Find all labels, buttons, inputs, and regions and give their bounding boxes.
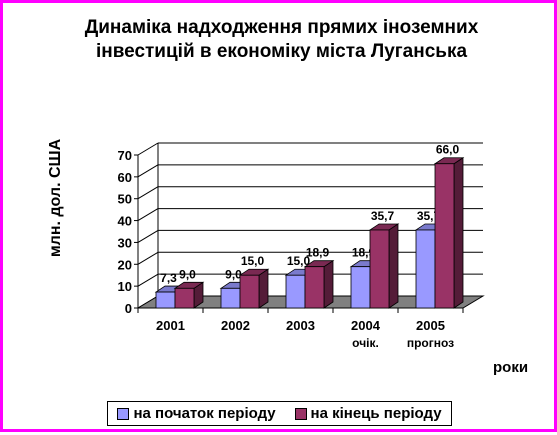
data-label: 18,9 <box>352 246 376 260</box>
y-tick-label: 0 <box>125 301 132 316</box>
gridline-side <box>137 142 159 156</box>
y-tick-label: 20 <box>118 257 132 272</box>
gridline-side <box>137 229 159 243</box>
chart-title-line-2: інвестицій в економіку міста Луганська <box>95 41 468 62</box>
data-label: 7,3 <box>160 271 177 285</box>
gridline-side <box>137 251 159 265</box>
bar <box>304 266 325 309</box>
data-label: 15,0 <box>287 254 311 268</box>
bar <box>285 274 306 309</box>
data-label: 18,9 <box>306 246 330 260</box>
bar <box>174 287 195 309</box>
x-tick-label: 2005 <box>416 318 445 333</box>
legend-swatch-end <box>294 407 307 420</box>
data-label: 35,7 <box>417 209 441 223</box>
y-tick-label: 30 <box>118 235 132 250</box>
gridline-side <box>137 208 159 222</box>
legend-item-end: на кінець періоду <box>294 405 442 422</box>
x-tick-label: 2003 <box>286 318 315 333</box>
bar-side <box>453 156 464 309</box>
bar <box>220 287 241 309</box>
legend-label-end: на кінець періоду <box>310 405 442 422</box>
y-tick-label: 50 <box>118 192 132 207</box>
x-tick-sublabel: прогноз <box>407 336 454 350</box>
gridline-side <box>137 273 159 287</box>
legend-swatch-start <box>117 407 130 420</box>
bar <box>369 229 390 309</box>
data-label: 66,0 <box>436 143 460 157</box>
bar-side <box>323 259 334 309</box>
bar <box>434 163 455 309</box>
legend-label-start: на початок періоду <box>133 405 276 422</box>
bar-side <box>258 268 269 309</box>
x-tick-sublabel: очік. <box>352 336 379 350</box>
bar <box>350 266 371 309</box>
data-label: 35,7 <box>371 209 395 223</box>
legend: на початок періоду на кінець періоду <box>107 401 452 426</box>
x-axis-label: роки <box>493 359 529 376</box>
chart-title: Динаміка надходження прямих іноземних ін… <box>3 16 557 64</box>
y-tick-label: 40 <box>118 214 132 229</box>
y-tick-label: 10 <box>118 279 132 294</box>
x-tick-label: 2004 <box>351 318 381 333</box>
bar-side <box>388 223 399 309</box>
x-tick-label: 2001 <box>156 318 185 333</box>
bar <box>239 274 260 309</box>
y-tick-label: 70 <box>118 148 132 163</box>
gridline-side <box>137 186 159 200</box>
bar <box>155 291 176 309</box>
gridline-side <box>137 164 159 178</box>
data-label: 9,0 <box>179 267 196 281</box>
data-label: 15,0 <box>241 254 265 268</box>
data-label: 9,0 <box>225 267 242 281</box>
legend-item-start: на початок періоду <box>117 405 276 422</box>
chart-title-line-1: Динаміка надходження прямих іноземних <box>84 17 479 38</box>
x-tick-label: 2002 <box>221 318 250 333</box>
bar <box>415 229 436 309</box>
y-tick-label: 60 <box>118 170 132 185</box>
